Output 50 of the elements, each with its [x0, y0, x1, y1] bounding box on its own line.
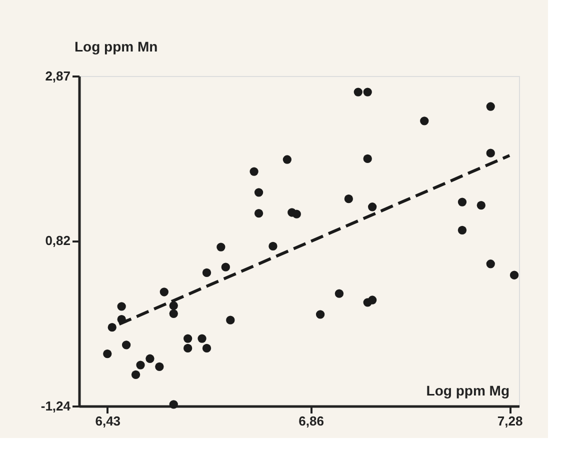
point [169, 301, 178, 310]
point [458, 198, 467, 206]
y-tick-label: 2,87 [45, 68, 70, 84]
point [183, 334, 192, 343]
point [169, 400, 178, 409]
point [486, 102, 495, 111]
point [155, 362, 164, 371]
point [354, 88, 362, 96]
y-tick-label: -1,24 [40, 398, 72, 414]
point [486, 148, 495, 158]
point [254, 208, 264, 218]
point [108, 322, 116, 332]
x-tick-label: 6,86 [298, 414, 324, 428]
point [368, 202, 377, 212]
point [268, 242, 278, 251]
y-tick-label: 0,82 [45, 233, 70, 248]
point [510, 270, 519, 280]
point [169, 309, 178, 318]
point [117, 302, 126, 311]
point [292, 210, 301, 218]
y-axis-title: Log ppm Mn [74, 38, 158, 54]
point [146, 354, 154, 363]
point [250, 167, 258, 176]
point [363, 88, 372, 96]
point [103, 349, 112, 358]
point [198, 334, 206, 343]
point [122, 340, 131, 350]
point [131, 370, 140, 380]
point [368, 296, 377, 304]
point [254, 188, 264, 197]
point [420, 116, 429, 126]
point [282, 155, 292, 164]
x-tick-label: 6,43 [95, 414, 121, 428]
point [202, 268, 212, 278]
point [221, 262, 230, 272]
point [160, 288, 168, 296]
point [316, 310, 325, 319]
point [183, 344, 192, 353]
point [334, 289, 344, 298]
point [226, 316, 235, 324]
x-axis-title: Log ppm Mg [426, 382, 510, 398]
point [136, 360, 145, 370]
point [344, 194, 354, 204]
point [202, 344, 212, 353]
x-tick-label: 7,28 [497, 414, 523, 428]
point [458, 226, 467, 234]
point [486, 260, 495, 268]
point [476, 200, 486, 210]
point [216, 242, 226, 252]
point [363, 154, 372, 164]
